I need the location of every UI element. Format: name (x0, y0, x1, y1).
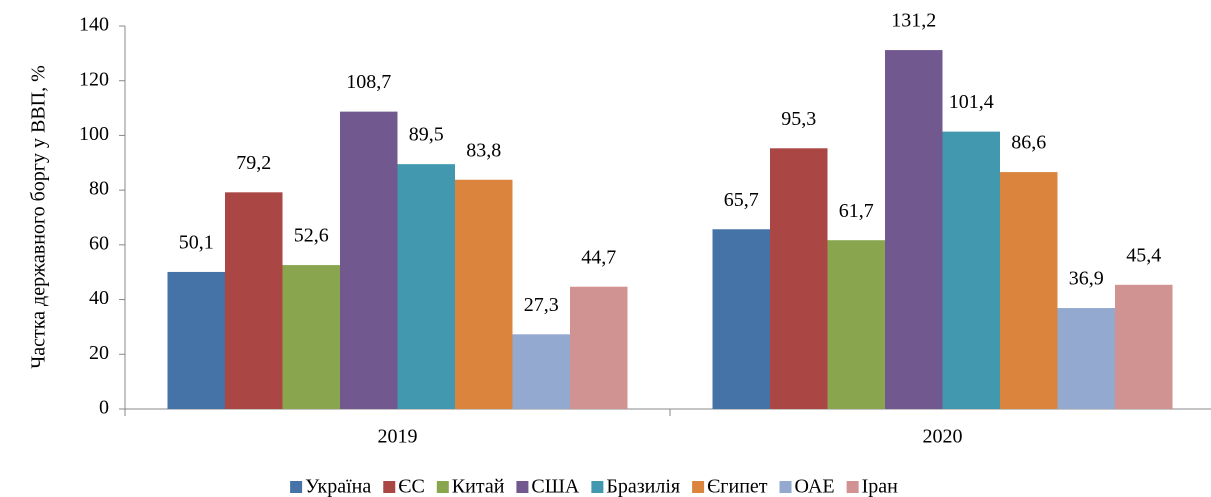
bar (1115, 284, 1173, 409)
bar (512, 334, 570, 409)
data-label: 45,4 (1126, 244, 1161, 266)
legend-label: ОАЕ (795, 476, 835, 497)
legend-swatch (846, 481, 859, 493)
data-label: 36,9 (1069, 268, 1104, 290)
bar (770, 148, 828, 409)
bar (885, 50, 943, 410)
bar (570, 286, 628, 409)
data-label: 86,6 (1011, 132, 1046, 154)
legend-label: Іран (862, 476, 899, 497)
y-tick-label: 60 (89, 232, 109, 254)
y-tick-label: 20 (89, 342, 109, 364)
data-label: 131,2 (891, 10, 936, 32)
y-tick-label: 40 (89, 287, 109, 309)
legend-label: Єгипет (707, 476, 768, 497)
y-tick-label: 100 (79, 123, 109, 145)
data-label: 79,2 (236, 152, 271, 174)
y-axis-label: Частка державного боргу у ВВП, % (28, 65, 50, 369)
data-label: 27,3 (524, 294, 559, 316)
bar (167, 271, 225, 409)
bar (340, 111, 398, 409)
bar (282, 265, 340, 409)
legend: Україна ЄС Китай США Бразилія Єгипет ОАЕ Іран (290, 476, 898, 497)
legend-label: Китай (452, 476, 505, 497)
bar (225, 192, 283, 409)
bar (397, 164, 455, 409)
bar (1000, 172, 1058, 409)
bar (942, 131, 1000, 409)
data-label: 52,6 (294, 225, 329, 247)
legend-swatch (692, 481, 705, 493)
legend-label: США (531, 476, 580, 497)
legend-label: ЄС (398, 476, 425, 497)
data-label: 61,7 (839, 200, 874, 222)
data-label: 50,1 (179, 232, 214, 254)
y-tick-label: 120 (79, 68, 109, 90)
legend-swatch (383, 481, 396, 493)
y-tick-label: 80 (89, 178, 109, 200)
data-label: 65,7 (724, 189, 759, 211)
legend-label: Бразилія (606, 476, 680, 497)
x-tick-label: 2019 (378, 426, 418, 448)
legend-label: Україна (305, 476, 371, 497)
legend-swatch (779, 481, 792, 493)
y-tick-label: 0 (99, 397, 109, 419)
legend-swatch (591, 481, 604, 493)
data-label: 101,4 (949, 91, 994, 113)
data-label: 108,7 (346, 71, 391, 93)
legend-swatch (290, 481, 303, 493)
legend-swatch (436, 481, 449, 493)
data-label: 95,3 (781, 108, 816, 130)
bar (455, 179, 513, 409)
data-label: 89,5 (409, 124, 444, 146)
data-label: 83,8 (466, 139, 501, 161)
x-tick-label: 2020 (923, 426, 963, 448)
bar (827, 240, 885, 409)
bar (712, 229, 770, 409)
bar (1057, 308, 1115, 409)
y-tick-label: 140 (79, 14, 109, 36)
data-label: 44,7 (581, 246, 616, 268)
legend-swatch (516, 481, 529, 493)
